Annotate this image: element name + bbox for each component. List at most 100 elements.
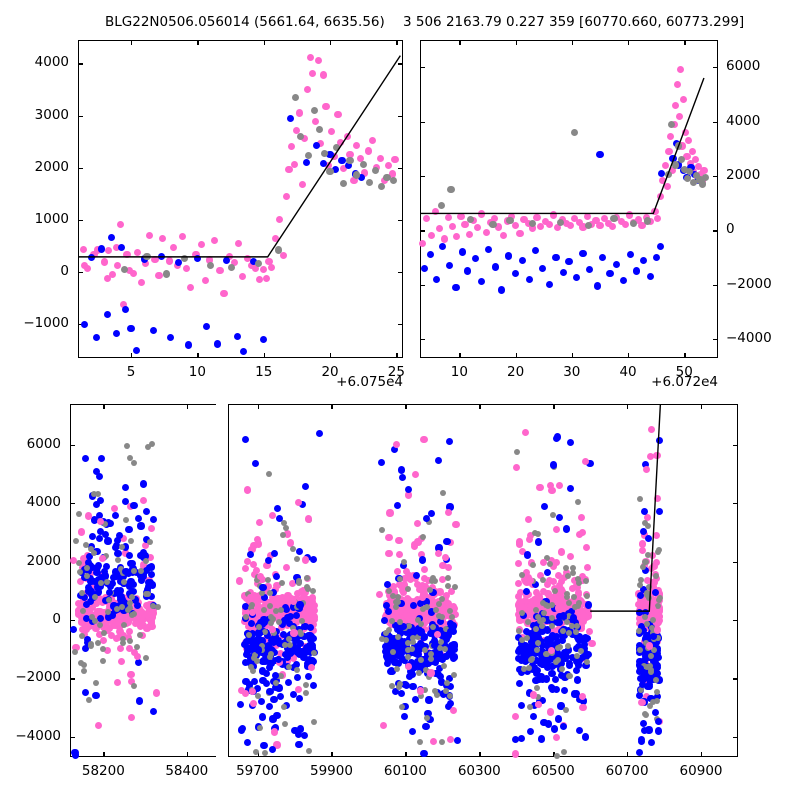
xtick-label-bottom: 59900 [309,763,353,779]
ytick-bottom-right [733,736,738,738]
ytick-label-top-left: 0 [60,262,69,279]
xtick-label-top-left: 10 [188,364,206,380]
ytick-top-left [398,63,403,65]
ytick-bottom-right [733,561,738,563]
x-offset-label-top-left: +6.075e4 [336,374,403,390]
ytick-label-top-right: 6000 [726,58,761,75]
xtick-top-right [515,353,517,358]
xtick-top-right [571,40,574,45]
ytick-bottom [70,619,75,622]
xtick-top-right [628,353,630,358]
xtick-bottom [701,404,703,409]
page-title-left: BLG22N0506.056014 (5661.64, 6635.56) [105,14,385,30]
ytick-bottom-right [733,503,738,505]
xtick-top-left [330,353,332,358]
ytick-top-left [398,219,403,222]
xtick-label-top-left: 25 [387,364,405,380]
xtick-label-bottom: 60900 [679,763,723,779]
ytick-top-right [420,338,425,341]
xtick-top-left [396,40,398,45]
xtick-bottom [479,404,481,409]
xtick-label-top-right: 50 [675,364,693,380]
ytick-label-bottom: −4000 [15,727,61,744]
xtick-top-right [628,40,630,45]
xtick-top-right [515,40,517,45]
ytick-top-left [78,324,83,326]
ytick-label-bottom: 2000 [26,552,61,569]
ytick-label-top-left: 2000 [34,158,69,175]
xtick-bottom [701,752,703,757]
ytick-label-top-left: −1000 [23,315,69,332]
ytick-top-right [420,284,425,286]
xtick-bottom [331,752,333,757]
xtick-bottom [479,752,481,757]
ytick-top-right [713,338,718,341]
xtick-bottom [627,404,629,409]
xtick-label-top-right: 30 [563,364,581,380]
ytick-top-right [713,121,718,123]
xtick-label-top-left: 5 [126,364,136,380]
xtick-label-top-right: 40 [619,364,637,380]
xtick-label-bottom: 60700 [605,763,649,779]
ytick-label-bottom: −2000 [15,669,61,686]
xtick-top-left [263,40,265,45]
xtick-bottom [186,404,189,409]
xtick-bottom [405,752,407,757]
xtick-top-left [396,353,398,358]
xtick-bottom [331,404,333,409]
ytick-label-bottom: 6000 [26,435,61,452]
xtick-label-top-right: 20 [506,364,525,380]
ytick-top-right [713,175,718,178]
ytick-bottom [70,503,75,505]
ytick-label-top-right: 0 [726,221,735,238]
xtick-bottom [186,752,189,757]
xtick-top-left [197,353,199,358]
ytick-bottom [70,736,75,738]
ytick-label-top-left: 3000 [34,106,69,123]
page-title-right: 3 506 2163.79 0.227 359 [60770.660, 6077… [403,14,745,30]
ytick-label-top-left: 1000 [34,210,69,227]
xtick-top-left [330,40,332,45]
xtick-label-top-left: 20 [321,364,339,380]
panel-top-left-zoom[interactable] [78,40,403,358]
xtick-top-right [571,353,574,358]
xtick-top-right [459,353,461,358]
xtick-bottom [103,404,105,409]
xtick-label-top-right: 10 [450,364,468,380]
xtick-bottom [553,404,555,409]
model-line-bottom [590,403,662,612]
ytick-bottom [70,444,75,447]
xtick-label-bottom: 59700 [236,763,280,779]
xtick-top-left [131,353,133,358]
ytick-label-bottom: 4000 [26,494,61,511]
ytick-bottom-right [733,678,738,680]
xtick-top-right [684,353,686,358]
ytick-top-left [398,324,403,326]
ytick-top-left [78,115,83,117]
ytick-top-left [78,63,83,65]
ytick-label-top-right: −2000 [726,275,772,292]
ytick-top-left [398,167,403,170]
xtick-label-bottom: 60100 [383,763,427,779]
xtick-bottom [627,752,629,757]
x-offset-label-top-right: +6.072e4 [651,374,718,390]
ytick-top-left [78,167,83,170]
ytick-top-right [420,121,425,123]
xtick-top-left [263,353,265,358]
xtick-top-left [197,40,199,45]
xtick-label-bottom: 58400 [165,763,209,779]
panel-top-right-zoom[interactable] [420,40,718,358]
ytick-bottom-right [733,444,738,447]
ytick-top-right [713,230,718,232]
ytick-top-right [713,67,718,69]
ytick-top-right [713,284,718,286]
ytick-bottom [70,678,75,680]
ytick-top-left [78,271,83,274]
ytick-label-bottom: 0 [52,610,61,627]
model-line-top-right [420,77,705,215]
xtick-top-right [459,40,461,45]
xtick-label-top-left: 15 [255,364,273,380]
ytick-top-left [398,115,403,117]
